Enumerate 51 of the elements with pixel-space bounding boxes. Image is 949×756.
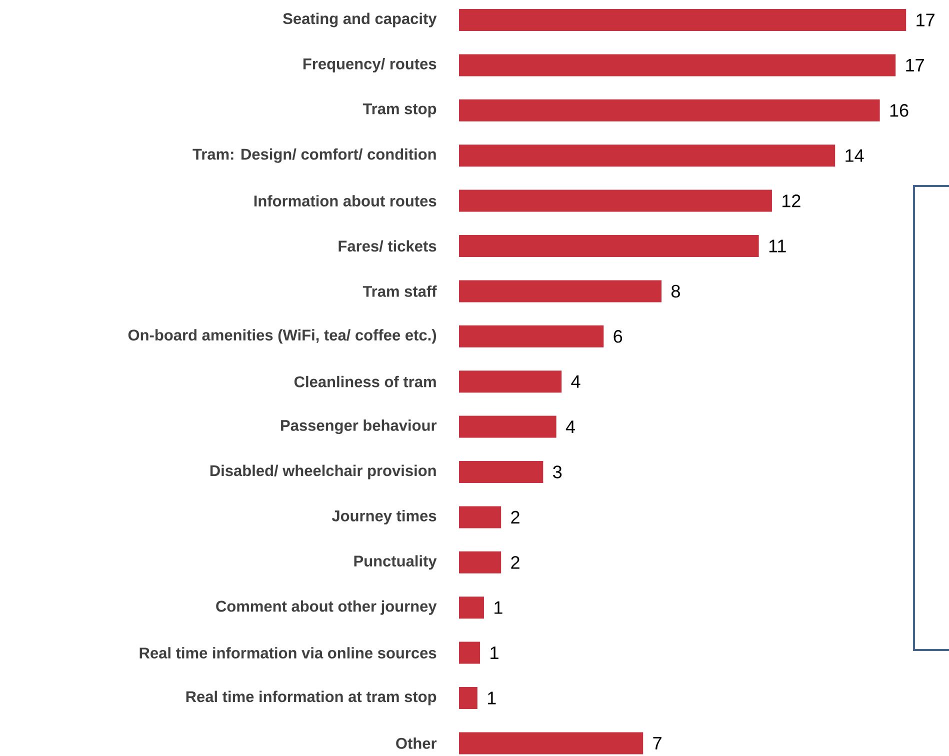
y-tick-label: Tram staff — [362, 286, 437, 297]
data-label: 1 — [490, 646, 498, 659]
y-tick-label: Tram: Design/ comfort/ condition — [192, 148, 436, 163]
y-tick-label: Information about routes — [254, 195, 436, 206]
data-label: 14 — [846, 149, 864, 162]
y-tick-label: Disabled/ wheelchair provision — [210, 464, 436, 480]
bar — [459, 416, 556, 438]
data-label: 11 — [769, 240, 786, 252]
bar — [459, 596, 484, 619]
bar — [459, 551, 502, 574]
y-tick-label: Real time information at tram stop — [186, 690, 436, 706]
y-tick-label: Punctuality — [354, 555, 437, 570]
y-tick-label: Journey times — [332, 510, 436, 524]
data-label: 16 — [890, 104, 908, 117]
bar — [459, 732, 644, 754]
data-label: 2 — [511, 510, 520, 524]
bar — [459, 370, 562, 393]
data-label: 17 — [916, 14, 934, 26]
y-tick-label: Fares/ tickets — [338, 240, 436, 252]
y-tick-label: Real time information via online sources — [140, 647, 436, 659]
y-tick-label: Frequency/ routes — [303, 58, 436, 72]
data-label: 12 — [782, 194, 800, 208]
bar — [459, 506, 502, 528]
data-label: 4 — [571, 375, 580, 388]
y-tick-label: On-board amenities (WiFi, tea/ coffee etc.) — [128, 329, 436, 344]
y-tick-label: Cleanliness of tram — [294, 376, 436, 388]
y-tick-label: Comment about other journey — [216, 600, 437, 615]
data-label: 6 — [614, 330, 622, 343]
bar — [459, 144, 836, 167]
data-label: 2 — [511, 556, 520, 569]
bar — [459, 235, 759, 258]
bar — [459, 99, 880, 122]
y-tick-label: Passenger behaviour — [281, 420, 437, 434]
data-label: 1 — [494, 601, 502, 614]
y-tick-label: Seating and capacity — [283, 12, 437, 28]
bar — [459, 642, 480, 664]
data-label: 3 — [553, 466, 562, 478]
data-label: 4 — [566, 420, 575, 433]
data-label: 1 — [488, 692, 496, 704]
bar — [459, 687, 478, 710]
data-label: 7 — [653, 737, 662, 750]
y-tick-label: Tram stop — [362, 103, 436, 118]
y-tick-label: Other — [396, 738, 437, 749]
bar — [459, 54, 896, 76]
bar — [459, 461, 544, 484]
bar — [459, 190, 772, 212]
bar — [459, 280, 662, 302]
data-label: 17 — [906, 59, 924, 72]
bar — [459, 325, 604, 348]
data-label: 8 — [671, 284, 680, 298]
bar — [459, 9, 906, 31]
